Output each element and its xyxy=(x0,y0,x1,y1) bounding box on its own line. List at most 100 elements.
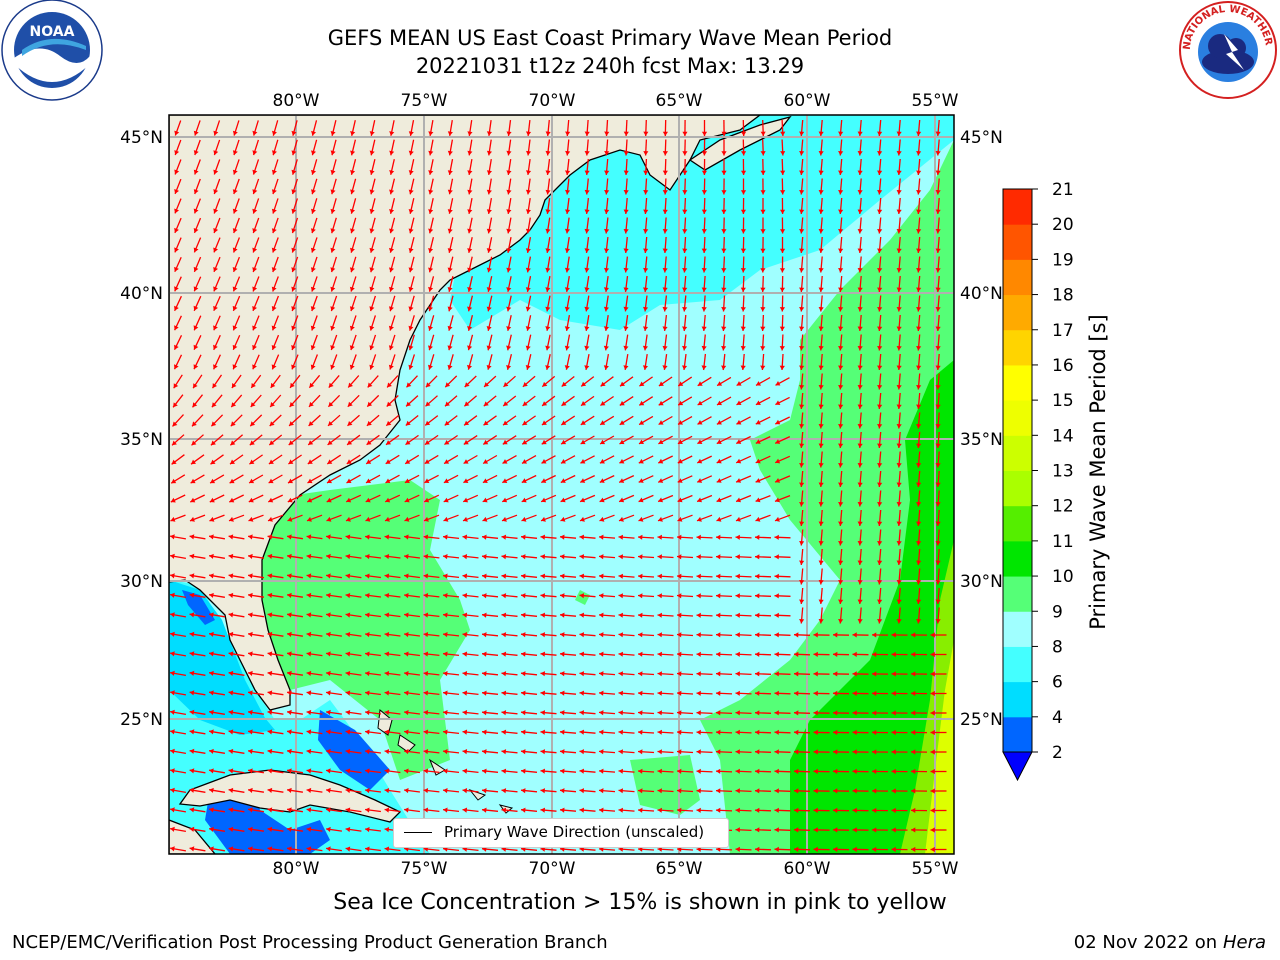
wave-arrow-head xyxy=(444,459,450,464)
wave-arrow-head xyxy=(345,729,351,735)
wave-arrow-head xyxy=(721,365,727,370)
wave-arrow-head xyxy=(755,846,760,852)
wave-arrow-head xyxy=(857,209,863,214)
wave-arrow-head xyxy=(599,651,604,657)
wave-arrow-head xyxy=(350,228,355,234)
wave-arrow-head xyxy=(599,729,604,735)
lon-label-top-55w: 55°W xyxy=(912,91,959,111)
wave-arrow-head xyxy=(599,497,605,503)
wave-arrow-head xyxy=(799,482,805,487)
wave-arrow-head xyxy=(428,248,434,253)
wave-arrow-head xyxy=(916,287,922,292)
colorbar-segment xyxy=(1003,611,1032,647)
wave-arrow-head xyxy=(443,788,448,794)
wave-arrow-head xyxy=(779,248,786,253)
wave-arrow-head xyxy=(326,516,332,522)
colorbar-tick-label: 10 xyxy=(1052,567,1074,587)
wave-arrow-head xyxy=(521,807,526,813)
wave-arrow-head xyxy=(930,710,935,716)
wave-arrow-head xyxy=(618,690,623,696)
wave-arrow-head xyxy=(252,228,258,233)
wave-arrow-head xyxy=(896,521,902,526)
wave-arrow-head xyxy=(565,170,571,175)
wave-arrow-head xyxy=(877,190,883,195)
wave-arrow-head xyxy=(935,170,941,175)
wave-arrow-head xyxy=(384,768,390,774)
wave-arrow-head xyxy=(174,150,180,155)
wave-arrow-head xyxy=(603,365,609,370)
wave-arrow-head xyxy=(545,326,551,331)
wave-arrow-head xyxy=(935,229,941,234)
wave-arrow-head xyxy=(696,729,701,735)
wave-arrow-head xyxy=(267,553,273,559)
wave-arrow-head xyxy=(231,383,237,388)
wave-arrow-head xyxy=(775,478,781,483)
wave-arrow-head xyxy=(774,632,779,638)
wave-arrow-head xyxy=(330,306,336,312)
wave-arrow-head xyxy=(735,768,740,774)
wave-arrow-head xyxy=(877,131,883,136)
wave-arrow-head xyxy=(423,554,429,560)
wave-arrow-head xyxy=(560,729,565,735)
wave-arrow-head xyxy=(308,421,314,426)
wave-arrow-head xyxy=(174,208,179,214)
wave-arrow-head xyxy=(170,534,175,540)
wave-arrow-head xyxy=(813,846,818,852)
wave-arrow-head xyxy=(857,385,863,390)
wave-arrow-head xyxy=(604,267,610,273)
wave-arrow-head xyxy=(228,709,234,715)
wave-arrow-head xyxy=(916,131,922,136)
wave-arrow-head xyxy=(211,421,217,427)
wave-arrow-head xyxy=(540,768,545,774)
wave-arrow-head xyxy=(423,671,429,677)
wave-arrow-head xyxy=(365,788,370,794)
wave-arrow-head xyxy=(522,420,528,426)
wave-arrow-head xyxy=(248,651,253,657)
wave-arrow-head xyxy=(600,381,606,387)
wave-arrow-head xyxy=(794,788,799,794)
wave-arrow-head xyxy=(369,131,375,136)
wave-arrow-head xyxy=(445,382,451,388)
wave-arrow-head xyxy=(657,690,662,696)
wave-arrow-head xyxy=(521,516,527,522)
wave-arrow-head xyxy=(716,458,722,464)
wave-arrow-head xyxy=(896,619,902,624)
wave-arrow-head xyxy=(833,729,838,735)
wave-arrow-head xyxy=(482,690,487,696)
wave-arrow-head xyxy=(326,690,331,696)
wave-arrow-head xyxy=(209,690,214,696)
wave-arrow-head xyxy=(755,400,761,405)
wave-arrow-head xyxy=(193,150,199,155)
wave-arrow-head xyxy=(503,382,509,387)
wave-arrow-head xyxy=(268,459,274,464)
wave-arrow-head xyxy=(384,612,390,618)
wave-arrow-head xyxy=(779,365,785,370)
wave-arrow-head xyxy=(911,729,916,735)
wave-arrow-head xyxy=(467,287,473,292)
wave-arrow-head xyxy=(716,612,721,618)
wave-arrow-head xyxy=(443,651,448,657)
wave-arrow-head xyxy=(935,502,941,507)
wave-arrow-head xyxy=(404,573,409,579)
wave-arrow-head xyxy=(525,248,531,253)
wave-arrow-head xyxy=(170,553,175,559)
wave-arrow-head xyxy=(306,787,312,793)
wave-arrow-head xyxy=(774,593,779,599)
wave-arrow-head xyxy=(349,325,355,331)
wave-arrow-head xyxy=(599,516,605,522)
wave-arrow-head xyxy=(291,267,297,273)
wave-arrow-head xyxy=(291,364,296,370)
wave-arrow-head xyxy=(443,768,448,774)
wave-arrow-head xyxy=(852,846,857,852)
wave-arrow-head xyxy=(349,306,355,312)
wave-arrow-head xyxy=(330,150,336,156)
wave-arrow-head xyxy=(174,130,180,136)
wave-arrow-head xyxy=(579,554,584,560)
wave-arrow-head xyxy=(852,807,857,813)
wave-arrow-head xyxy=(697,439,703,444)
wave-arrow-head xyxy=(813,671,818,677)
wave-arrow-head xyxy=(193,266,199,272)
wave-arrow-head xyxy=(677,612,682,618)
wave-arrow-head xyxy=(755,710,760,716)
wave-arrow-head xyxy=(740,209,746,214)
